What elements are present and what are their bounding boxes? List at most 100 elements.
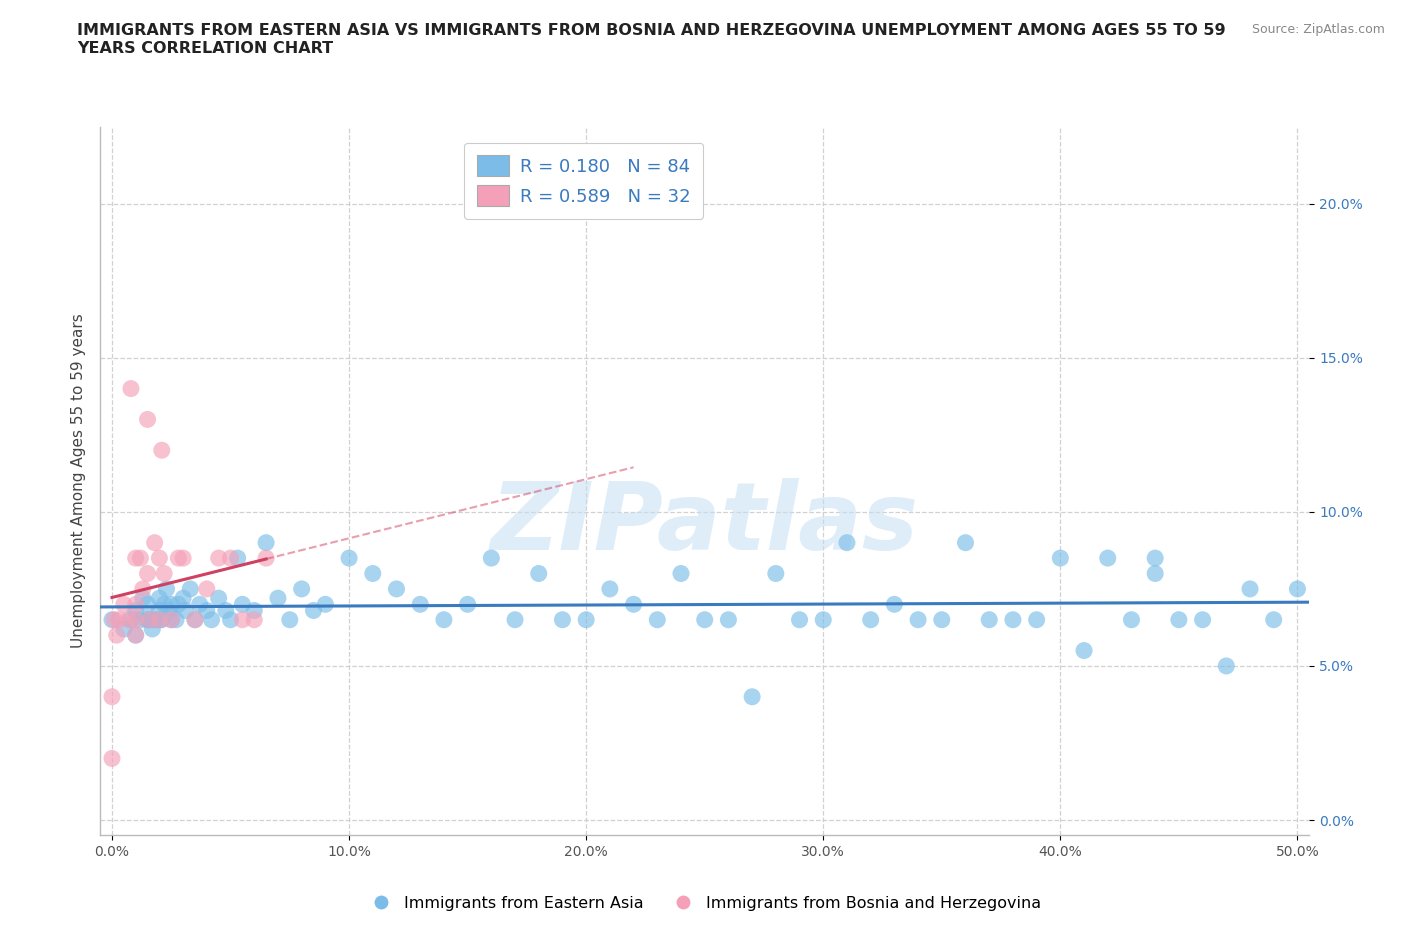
Point <box>129 612 152 627</box>
Point <box>361 566 384 581</box>
Point <box>551 612 574 627</box>
Point <box>139 612 162 627</box>
Point <box>160 612 183 627</box>
Point <box>575 612 598 627</box>
Point <box>645 612 668 627</box>
Point <box>231 612 253 627</box>
Point <box>148 612 170 627</box>
Point <box>1167 612 1189 627</box>
Point <box>184 612 207 627</box>
Point <box>136 612 159 627</box>
Point <box>789 612 811 627</box>
Point <box>139 612 162 627</box>
Point <box>208 551 231 565</box>
Point <box>717 612 740 627</box>
Point <box>243 612 266 627</box>
Point <box>1121 612 1143 627</box>
Point <box>155 581 177 596</box>
Point <box>103 612 125 627</box>
Point <box>148 612 170 627</box>
Point <box>302 603 325 618</box>
Point <box>125 603 148 618</box>
Point <box>184 612 207 627</box>
Point <box>136 566 159 581</box>
Point <box>291 581 314 596</box>
Point <box>215 603 238 618</box>
Point <box>219 612 242 627</box>
Point <box>1144 551 1167 565</box>
Point <box>433 612 456 627</box>
Point <box>148 591 170 605</box>
Point <box>195 603 218 618</box>
Point <box>125 628 148 643</box>
Point <box>165 612 187 627</box>
Point <box>125 597 148 612</box>
Point <box>101 612 124 627</box>
Point <box>1191 612 1213 627</box>
Point <box>1263 612 1285 627</box>
Point <box>278 612 301 627</box>
Point <box>120 381 142 396</box>
Point <box>931 612 953 627</box>
Point <box>693 612 716 627</box>
Text: IMMIGRANTS FROM EASTERN ASIA VS IMMIGRANTS FROM BOSNIA AND HERZEGOVINA UNEMPLOYM: IMMIGRANTS FROM EASTERN ASIA VS IMMIGRAN… <box>77 23 1226 56</box>
Point <box>385 581 408 596</box>
Point <box>132 581 155 596</box>
Point <box>314 597 336 612</box>
Point <box>167 551 190 565</box>
Point <box>1097 551 1119 565</box>
Text: ZIPatlas: ZIPatlas <box>491 478 918 569</box>
Point <box>1239 581 1261 596</box>
Point <box>125 612 148 627</box>
Point <box>1001 612 1024 627</box>
Point <box>150 612 173 627</box>
Point <box>120 612 142 627</box>
Point <box>108 612 131 627</box>
Point <box>148 603 170 618</box>
Point <box>337 551 360 565</box>
Y-axis label: Unemployment Among Ages 55 to 59 years: Unemployment Among Ages 55 to 59 years <box>72 313 86 648</box>
Legend: R = 0.180   N = 84, R = 0.589   N = 32: R = 0.180 N = 84, R = 0.589 N = 32 <box>464 142 703 219</box>
Text: Source: ZipAtlas.com: Source: ZipAtlas.com <box>1251 23 1385 36</box>
Point <box>527 566 550 581</box>
Point <box>105 628 128 643</box>
Point <box>174 603 197 618</box>
Point <box>479 551 502 565</box>
Legend: Immigrants from Eastern Asia, Immigrants from Bosnia and Herzegovina: Immigrants from Eastern Asia, Immigrants… <box>359 890 1047 917</box>
Point <box>112 597 135 612</box>
Point <box>599 581 621 596</box>
Point <box>267 591 290 605</box>
Point <box>219 551 242 565</box>
Point <box>859 612 882 627</box>
Point <box>813 612 835 627</box>
Point <box>243 603 266 618</box>
Point <box>141 621 163 636</box>
Point <box>1073 644 1095 658</box>
Point <box>1025 612 1047 627</box>
Point <box>160 612 183 627</box>
Point <box>669 566 692 581</box>
Point <box>1144 566 1167 581</box>
Point <box>765 566 787 581</box>
Point <box>136 597 159 612</box>
Point <box>132 591 155 605</box>
Point <box>503 612 526 627</box>
Point <box>741 689 763 704</box>
Point <box>188 597 211 612</box>
Point <box>172 591 194 605</box>
Point <box>143 612 166 627</box>
Point <box>150 443 173 458</box>
Point <box>208 591 231 605</box>
Point <box>153 566 176 581</box>
Point <box>160 597 183 612</box>
Point <box>143 536 166 551</box>
Point <box>231 597 253 612</box>
Point <box>172 551 194 565</box>
Point <box>226 551 249 565</box>
Point <box>157 603 180 618</box>
Point <box>200 612 222 627</box>
Point <box>883 597 905 612</box>
Point <box>195 581 218 596</box>
Point <box>254 551 277 565</box>
Point <box>409 597 432 612</box>
